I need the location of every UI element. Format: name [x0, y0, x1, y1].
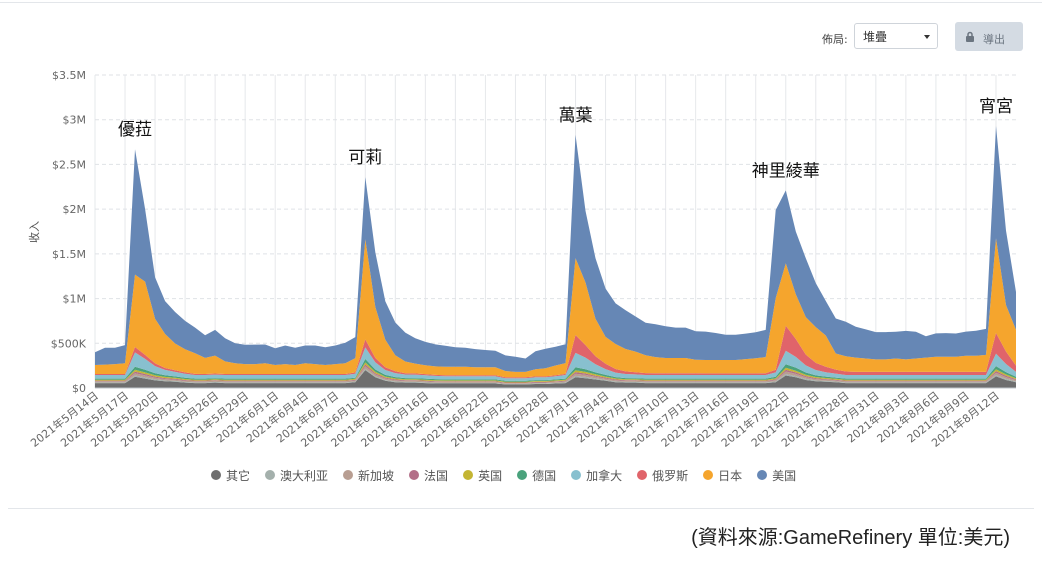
- legend-label: 英国: [478, 468, 503, 483]
- y-tick-label: $2M: [63, 203, 87, 216]
- y-axis-label: 收入: [27, 221, 41, 243]
- legend-label: 澳大利亚: [280, 468, 329, 483]
- layout-label: 佈局:: [822, 33, 848, 46]
- y-tick-label: $2.5M: [52, 158, 86, 171]
- legend-item[interactable]: 德国: [517, 467, 556, 483]
- area-series-新加坡: [95, 366, 1016, 384]
- legend-label: 俄罗斯: [652, 468, 689, 483]
- bottom-divider: [8, 508, 1034, 509]
- layout-select[interactable]: 堆疊: [854, 23, 938, 49]
- legend-label: 其它: [226, 468, 251, 483]
- legend-label: 新加坡: [358, 468, 395, 483]
- peak-annotation: 可莉: [348, 148, 382, 168]
- area-series-俄罗斯: [95, 325, 1016, 379]
- legend-label: 美国: [772, 468, 797, 483]
- peak-annotation: 宵宮: [979, 97, 1013, 117]
- y-tick-label: $3M: [63, 114, 87, 127]
- chart-legend: 其它 澳大利亚 新加坡 法国 英国 德国 加拿大 俄罗斯 日本 美国: [211, 467, 811, 483]
- y-tick-label: $3.5M: [52, 69, 86, 82]
- area-series-法国: [95, 364, 1016, 384]
- area-series-加拿大: [95, 347, 1016, 381]
- legend-item[interactable]: 其它: [211, 467, 250, 483]
- legend-swatch: [571, 470, 582, 480]
- y-tick-label: $1.5M: [52, 248, 86, 261]
- legend-swatch: [211, 470, 221, 480]
- legend-label: 德国: [532, 468, 557, 483]
- area-series-澳大利亚: [95, 368, 1016, 385]
- legend-item[interactable]: 美国: [757, 467, 796, 483]
- legend-item[interactable]: 英国: [463, 467, 502, 483]
- legend-item[interactable]: 加拿大: [571, 467, 622, 483]
- area-series-日本: [95, 238, 1016, 378]
- revenue-chart: $0$500K$1M$1.5M$2M$2.5M$3M$3.5M收入2021年5月…: [27, 69, 1016, 450]
- source-note: (資料來源:GameRefinery 單位:美元): [691, 527, 1010, 549]
- legend-swatch: [637, 470, 648, 480]
- legend-label: 法国: [424, 468, 449, 483]
- layout-select-value: 堆疊: [863, 30, 888, 44]
- export-label: 導出: [983, 33, 1005, 46]
- area-series-德国: [95, 359, 1016, 382]
- peak-annotation: 神里綾華: [752, 161, 820, 181]
- legend-item[interactable]: 新加坡: [343, 467, 394, 483]
- top-divider: [0, 2, 1042, 3]
- y-tick-label: $1M: [63, 293, 87, 306]
- legend-item[interactable]: 俄罗斯: [637, 467, 688, 483]
- peak-annotation: 萬葉: [559, 106, 593, 126]
- chevron-down-icon: [924, 35, 930, 39]
- legend-swatch: [757, 470, 768, 480]
- legend-swatch: [517, 470, 528, 480]
- legend-item[interactable]: 法国: [409, 467, 448, 483]
- export-button[interactable]: 導出: [955, 22, 1023, 51]
- area-series-其它: [95, 370, 1016, 388]
- legend-item[interactable]: 澳大利亚: [265, 467, 328, 483]
- legend-label: 日本: [718, 468, 743, 483]
- legend-swatch: [409, 470, 420, 480]
- y-tick-label: $0: [72, 382, 86, 395]
- legend-item[interactable]: 日本: [703, 467, 742, 483]
- legend-swatch: [265, 470, 276, 480]
- legend-swatch: [703, 470, 714, 480]
- legend-swatch: [463, 470, 474, 480]
- legend-swatch: [343, 470, 354, 480]
- peak-annotation: 優菈: [118, 120, 152, 140]
- area-series-英国: [95, 362, 1016, 383]
- y-tick-label: $500K: [51, 337, 87, 350]
- area-series-美国: [95, 126, 1016, 372]
- lock-icon: [966, 31, 974, 42]
- legend-label: 加拿大: [586, 468, 623, 483]
